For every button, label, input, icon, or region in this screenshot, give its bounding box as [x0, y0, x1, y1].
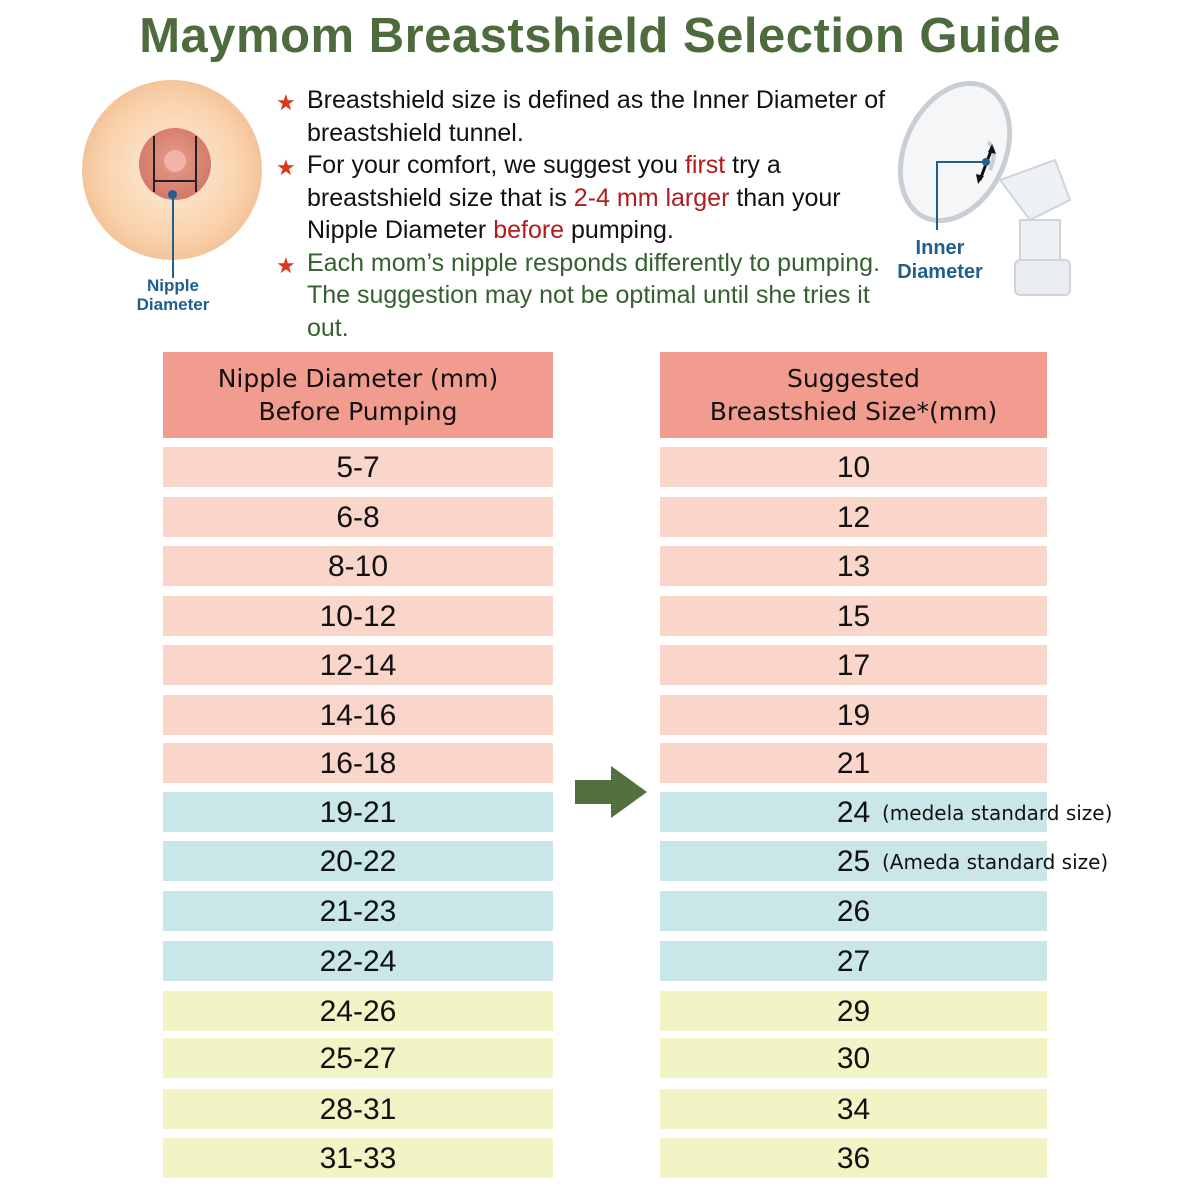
table-row: 20-22 [163, 841, 553, 881]
bullet-item: ★ For your comfort, we suggest you first… [276, 149, 916, 247]
table-row: 19 [660, 695, 1047, 735]
guidance-bullets: ★ Breastshield size is defined as the In… [276, 84, 916, 344]
table-row: 19-21 [163, 792, 553, 832]
bullet-text: than your Nipple Diameter [307, 183, 841, 245]
table-row: 34 [660, 1089, 1047, 1129]
bullet-text: For your comfort, we suggest you [307, 151, 685, 179]
table-row: 21-23 [163, 891, 553, 931]
nipple-illustration: Nipple Diameter [80, 78, 270, 318]
nipple-graphic [139, 128, 211, 200]
emphasis-text: 2-4 mm larger [573, 183, 730, 212]
table-row: 12 [660, 497, 1047, 537]
table-row: 30 [660, 1038, 1047, 1078]
table-row: 24 (medela standard size) [660, 792, 1112, 832]
table-row: 31-33 [163, 1138, 553, 1178]
table-row: 17 [660, 645, 1047, 685]
table-row: 29 [660, 991, 1047, 1031]
table-row: 26 [660, 891, 1047, 931]
table-row: 25 (Ameda standard size) [660, 841, 1108, 881]
inner-label-line1: Inner [915, 237, 965, 259]
callout-line [172, 196, 174, 278]
emphasis-text: before [493, 216, 565, 244]
table-row: 6-8 [163, 497, 553, 537]
table-row: 36 [660, 1138, 1047, 1178]
table-row: 16-18 [163, 743, 553, 783]
table-row: 22-24 [163, 941, 553, 981]
table-row: 8-10 [163, 546, 553, 586]
table-row: 13 [660, 546, 1047, 586]
breastshield-icon [897, 80, 1072, 296]
table-row: 24-26 [163, 991, 553, 1031]
nipple-label-line2: Diameter [136, 295, 210, 314]
nipple-center-graphic [164, 150, 186, 172]
table-row: 25-27 [163, 1038, 553, 1078]
header-line1: Nipple Diameter (mm) [217, 364, 499, 393]
table-row: 10-12 [163, 596, 553, 636]
diameter-arrow-icon [154, 180, 196, 182]
table-row: 15 [660, 596, 1047, 636]
bullet-item: ★ Each mom’s nipple responds differently… [276, 247, 916, 345]
inner-diameter-label: Inner Diameter [890, 236, 990, 284]
bullet-item: ★ Breastshield size is defined as the In… [276, 84, 916, 149]
inner-label-line2: Diameter [897, 261, 983, 283]
header-line2: Breastshied Size*(mm) [709, 397, 998, 426]
breastshield-illustration: Inner Diameter [880, 70, 1080, 310]
table-row: 21 [660, 743, 1047, 783]
size-value: 25 [836, 845, 871, 878]
nipple-diameter-header: Nipple Diameter (mm) Before Pumping [163, 352, 553, 438]
table-row: 12-14 [163, 645, 553, 685]
table-row: 28-31 [163, 1089, 553, 1129]
diameter-guide-right [195, 136, 197, 192]
nipple-label-line1: Nipple [147, 276, 199, 295]
callout-dot-icon [168, 190, 177, 199]
star-icon: ★ [276, 90, 296, 115]
diameter-guide-left [153, 136, 155, 192]
table-row: 14-16 [163, 695, 553, 735]
header-line1: Suggested [787, 364, 920, 393]
size-value: 24 [836, 796, 871, 829]
arrow-right-icon [575, 766, 647, 818]
table-row: 5-7 [163, 447, 553, 487]
size-note: (medela standard size) [882, 801, 1113, 825]
size-note: (Ameda standard size) [882, 850, 1109, 874]
table-row: 10 [660, 447, 1047, 487]
bullet-text: pumping. [564, 216, 674, 244]
nipple-diameter-label: Nipple Diameter [120, 276, 226, 314]
table-row: 27 [660, 941, 1047, 981]
bullet-text: Breastshield size is defined as the Inne… [307, 86, 886, 147]
breastshield-size-header: Suggested Breastshied Size*(mm) [660, 352, 1047, 438]
emphasis-text: first [684, 151, 726, 179]
bullet-text: Each mom’s nipple responds differently t… [307, 248, 881, 342]
areola-graphic [82, 80, 262, 260]
bullet-text: try a breastshield size that is [307, 151, 781, 212]
breastshield-size-column: Suggested Breastshied Size*(mm) 10 12 13… [660, 0, 1112, 1200]
star-icon: ★ [276, 252, 296, 278]
star-icon: ★ [276, 155, 296, 180]
header-line2: Before Pumping [258, 397, 458, 426]
nipple-diameter-column: Nipple Diameter (mm) Before Pumping 5-7 … [163, 0, 553, 1200]
page-title: Maymom Breastshield Selection Guide [139, 9, 1061, 63]
